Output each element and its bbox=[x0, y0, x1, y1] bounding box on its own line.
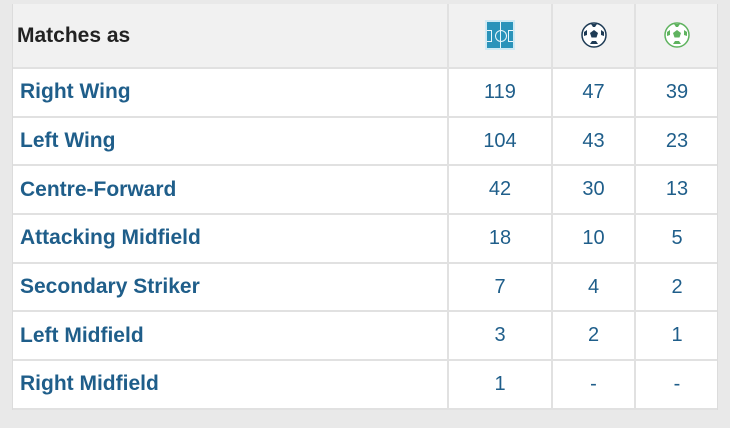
assists-count[interactable]: 13 bbox=[634, 165, 718, 216]
matches-count[interactable]: 18 bbox=[447, 214, 552, 264]
assists-count[interactable]: 1 bbox=[634, 311, 718, 362]
position-link[interactable]: Right Wing bbox=[12, 68, 448, 118]
matches-count[interactable]: 1 bbox=[447, 360, 552, 410]
table-frame bbox=[12, 4, 718, 410]
matches-count[interactable]: 7 bbox=[447, 262, 552, 313]
goals-count[interactable]: 43 bbox=[551, 116, 635, 167]
pitch-icon bbox=[485, 20, 515, 50]
table-row: Right Wing 119 47 39 bbox=[12, 68, 718, 118]
header-row: Matches as bbox=[12, 4, 718, 69]
matches-count[interactable]: 104 bbox=[447, 116, 552, 167]
position-link[interactable]: Left Midfield bbox=[12, 311, 448, 362]
table-row: Left Midfield 3 2 1 bbox=[12, 311, 718, 362]
matches-as-heading: Matches as bbox=[12, 4, 448, 69]
assists-count[interactable]: 2 bbox=[634, 262, 718, 313]
table-row: Centre-Forward 42 30 13 bbox=[12, 165, 718, 216]
matches-column-header bbox=[447, 4, 552, 69]
position-link[interactable]: Attacking Midfield bbox=[12, 214, 448, 264]
ball-assists-icon bbox=[664, 22, 690, 48]
position-link[interactable]: Left Wing bbox=[12, 116, 448, 167]
goals-count[interactable]: 2 bbox=[551, 311, 635, 362]
matches-count[interactable]: 42 bbox=[447, 165, 552, 216]
matches-count[interactable]: 3 bbox=[447, 311, 552, 362]
goals-column-header bbox=[551, 4, 635, 69]
goals-count[interactable]: 4 bbox=[551, 262, 635, 313]
assists-count[interactable]: 23 bbox=[634, 116, 718, 167]
table-row: Left Wing 104 43 23 bbox=[12, 116, 718, 167]
table-row: Attacking Midfield 18 10 5 bbox=[12, 214, 718, 264]
goals-count[interactable]: 47 bbox=[551, 68, 635, 118]
assists-count[interactable]: 5 bbox=[634, 214, 718, 264]
table-row: Secondary Striker 7 4 2 bbox=[12, 262, 718, 313]
position-link[interactable]: Centre-Forward bbox=[12, 165, 448, 216]
goals-count[interactable]: 10 bbox=[551, 214, 635, 264]
assists-count[interactable]: 39 bbox=[634, 68, 718, 118]
assists-column-header bbox=[634, 4, 718, 69]
ball-goals-icon bbox=[580, 22, 607, 48]
goals-count: - bbox=[551, 360, 635, 410]
assists-count: - bbox=[634, 360, 718, 410]
goals-count[interactable]: 30 bbox=[551, 165, 635, 216]
position-link[interactable]: Secondary Striker bbox=[12, 262, 448, 313]
matches-by-position-table: Matches as bbox=[12, 4, 718, 410]
matches-count[interactable]: 119 bbox=[447, 68, 552, 118]
position-link[interactable]: Right Midfield bbox=[12, 360, 448, 410]
table-row: Right Midfield 1 - - bbox=[12, 360, 718, 410]
